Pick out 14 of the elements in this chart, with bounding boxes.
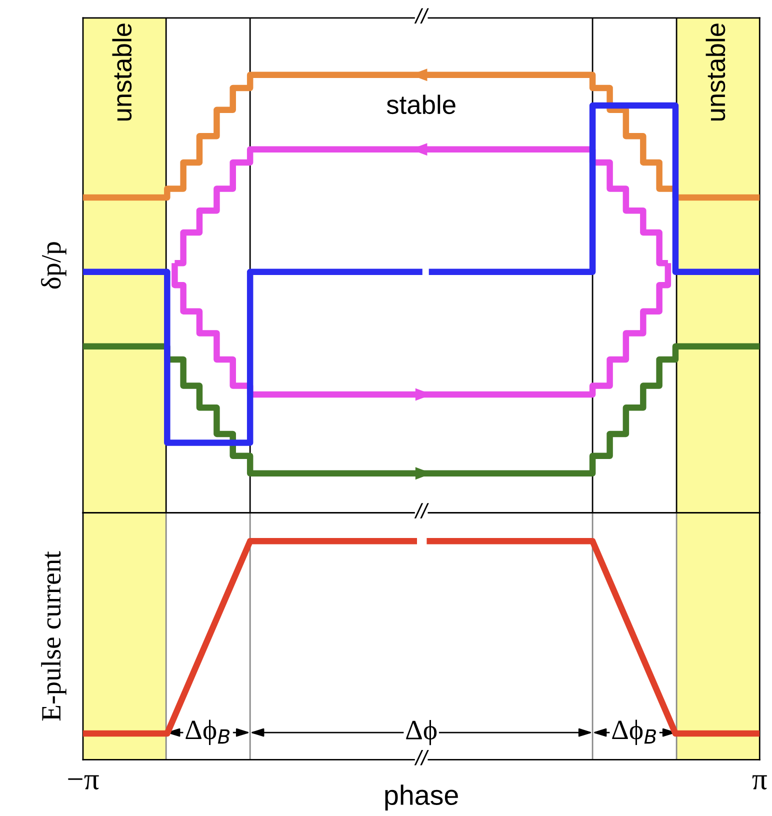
x-axis-title: phase [385, 784, 458, 811]
annotation: // [414, 750, 429, 766]
annotation: Δϕ$_{B}$ [186, 720, 230, 745]
band-label: unstable [112, 24, 132, 121]
y-axis-title: E-pulse current [41, 551, 66, 721]
annotation: // [414, 503, 429, 518]
band-label: unstable [706, 24, 726, 121]
y-axis-title: δp/p [41, 242, 66, 289]
x-tick-label: π [752, 775, 767, 790]
text: // [414, 8, 429, 24]
annotation: Δϕ [406, 720, 437, 746]
annotation: Δϕ$_{B}$ [612, 720, 656, 745]
annotation: stable [386, 94, 456, 114]
x-tick-label: −π [68, 775, 99, 790]
